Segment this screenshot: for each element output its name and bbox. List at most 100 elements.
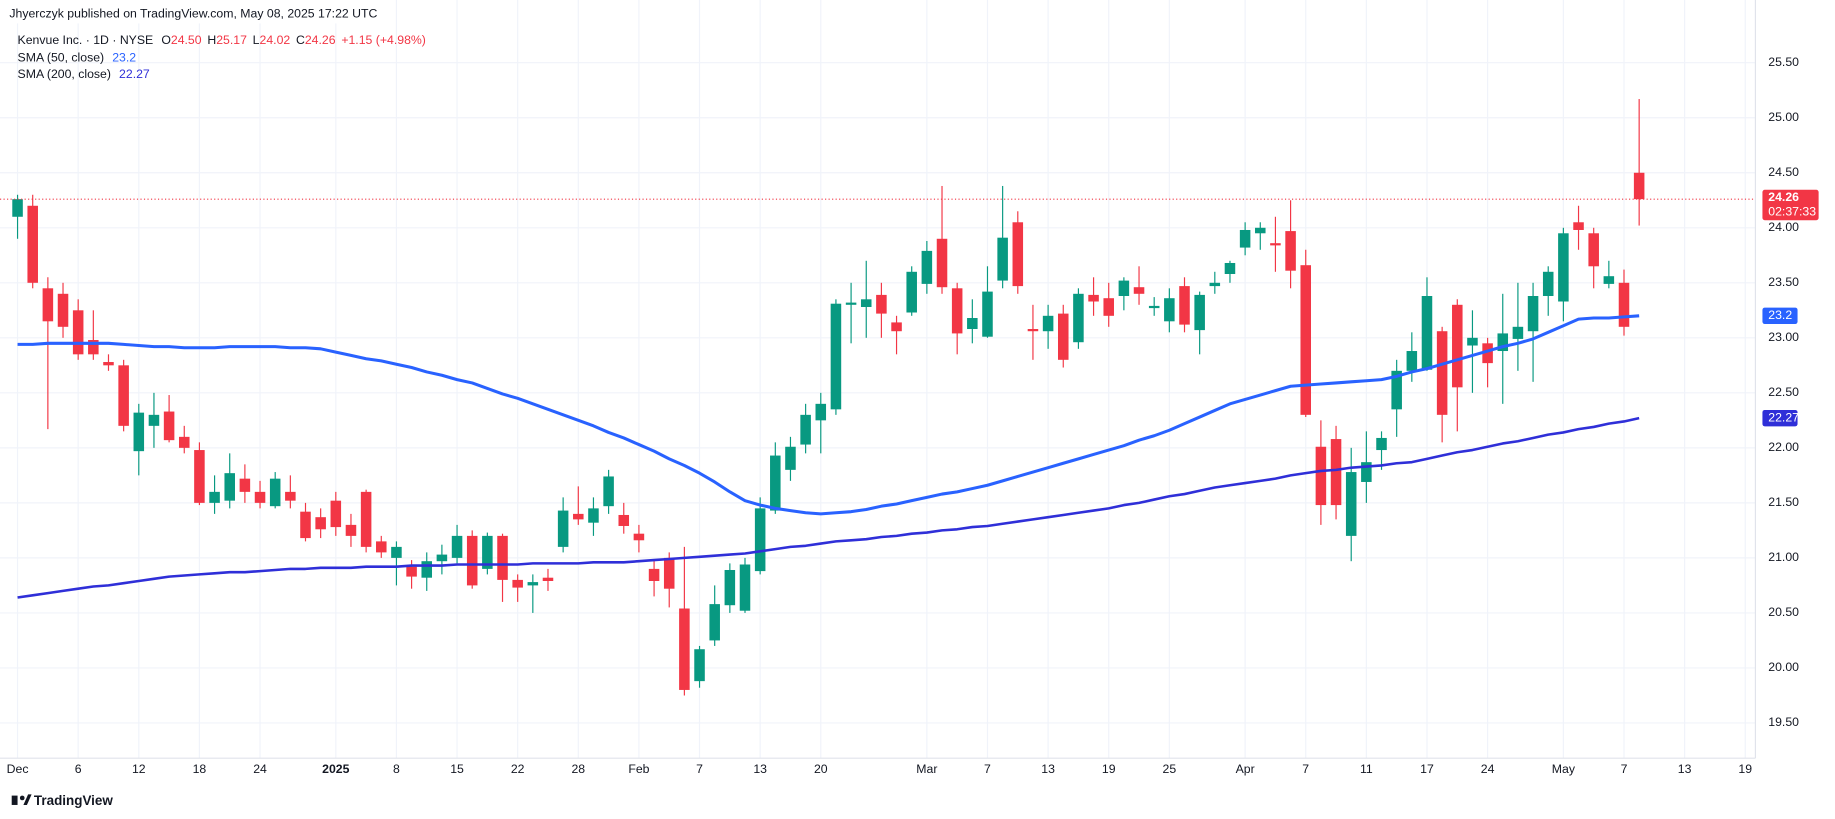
- ohlc-key: L: [253, 33, 260, 47]
- x-tick-label: Apr: [1236, 762, 1255, 776]
- candle-body: [1239, 229, 1251, 248]
- candle-body: [269, 478, 281, 507]
- x-tick-label: 12: [132, 762, 146, 776]
- sma-price-label: 22.27: [1768, 410, 1799, 424]
- candle-body: [542, 577, 554, 581]
- candle-body: [391, 546, 402, 558]
- candle-body: [648, 568, 660, 581]
- sma-price-box: [1762, 409, 1798, 427]
- x-tick-label: 13: [1041, 762, 1055, 776]
- candle-body: [1224, 262, 1236, 274]
- x-tick-label: 7: [1302, 762, 1309, 776]
- candle-body: [148, 414, 160, 426]
- candle-body: [512, 579, 523, 588]
- candle-body: [815, 403, 827, 421]
- candle-body: [1542, 271, 1554, 297]
- x-tick-label: May: [1552, 762, 1576, 776]
- y-tick-label: 22.00: [1768, 440, 1799, 454]
- candle-body: [1391, 370, 1402, 410]
- candle-body: [1088, 294, 1099, 302]
- brand: TradingView: [34, 793, 113, 808]
- x-tick-label: 19: [1102, 762, 1116, 776]
- x-tick-label: 11: [1360, 762, 1373, 776]
- candle-body: [1345, 472, 1357, 536]
- candle-body: [1573, 222, 1584, 230]
- candle-body: [1376, 437, 1387, 451]
- y-tick-label: 21.00: [1768, 550, 1799, 564]
- candle-body: [1618, 282, 1630, 327]
- candle-body: [1467, 337, 1478, 346]
- x-tick-label: 13: [1678, 762, 1692, 776]
- brand-logo: TradingView: [11, 793, 113, 808]
- candle-body: [785, 446, 796, 470]
- candle-body: [1194, 294, 1205, 331]
- grid: [0, 0, 1756, 759]
- candle-body: [209, 491, 220, 503]
- candle-body: [1118, 280, 1130, 297]
- ohlc-legend: Kenvue Inc. · 1D · NYSE O24.50 H25.17 L2…: [18, 33, 426, 47]
- y-tick-label: 25.00: [1768, 110, 1799, 124]
- y-tick-label: 24.50: [1768, 165, 1799, 179]
- candle-body: [482, 535, 493, 569]
- symbol-title: Kenvue Inc. · 1D · NYSE: [18, 33, 154, 47]
- candle-body: [133, 412, 145, 452]
- candle-body: [27, 205, 38, 283]
- legend-name: SMA (200, close): [18, 67, 111, 81]
- candle-body: [1255, 227, 1266, 234]
- candle-body: [1057, 313, 1069, 360]
- candle-body: [360, 491, 372, 547]
- legend-value: 22.27: [119, 67, 150, 81]
- candle-body: [830, 303, 842, 410]
- y-tick-label: 20.50: [1768, 605, 1799, 619]
- ohlc-value: 24.50: [171, 33, 202, 47]
- candle-body: [633, 533, 645, 541]
- candle-body: [300, 511, 311, 539]
- candle-body: [1603, 276, 1615, 284]
- y-tick-label: 20.00: [1768, 660, 1799, 674]
- candle-body: [997, 237, 1008, 281]
- candle-body: [1148, 305, 1160, 309]
- candle-body: [1209, 282, 1221, 287]
- candle-body: [739, 564, 751, 611]
- candle-body: [436, 554, 448, 562]
- x-tick-label: 8: [393, 762, 400, 776]
- candle-body: [906, 271, 917, 313]
- candle-body: [1133, 287, 1145, 294]
- candle-body: [1588, 233, 1599, 267]
- x-tick-label: 17: [1420, 762, 1434, 776]
- candle-body: [1330, 439, 1342, 506]
- legend-entry: SMA (200, close) 22.27: [18, 67, 150, 81]
- y-tick-label: 23.50: [1768, 275, 1799, 289]
- candle-body: [163, 411, 175, 441]
- candle-body: [315, 517, 326, 530]
- ohlc-key: C: [296, 33, 305, 47]
- candle-body: [618, 514, 630, 526]
- candle-body: [103, 362, 114, 366]
- candle-body: [1012, 222, 1024, 287]
- candle-body: [57, 293, 69, 327]
- x-tick-label: 7: [1621, 762, 1628, 776]
- candle-body: [951, 288, 963, 334]
- ohlc-key: O: [161, 33, 171, 47]
- candle-body: [936, 238, 948, 288]
- y-tick-label: 21.50: [1768, 495, 1799, 509]
- candle-body: [724, 569, 736, 606]
- candle-body: [88, 340, 99, 355]
- legend-value: 23.2: [112, 51, 136, 65]
- candle-body: [1027, 329, 1039, 332]
- x-tick-label: 24: [253, 762, 267, 776]
- x-tick-label: 22: [511, 762, 525, 776]
- candle-body: [800, 414, 811, 445]
- x-tick-label: 18: [193, 762, 207, 776]
- x-tick-label: 13: [753, 762, 767, 776]
- candle-body: [1179, 286, 1190, 325]
- candle-body: [118, 365, 129, 426]
- candle-body: [1482, 343, 1493, 364]
- candle-body: [42, 288, 54, 322]
- candle-body: [497, 535, 508, 580]
- x-tick-label: 19: [1738, 762, 1752, 776]
- x-tick-label: 24: [1481, 762, 1495, 776]
- publish-bg: [0, 0, 387, 24]
- candle-body: [406, 566, 417, 577]
